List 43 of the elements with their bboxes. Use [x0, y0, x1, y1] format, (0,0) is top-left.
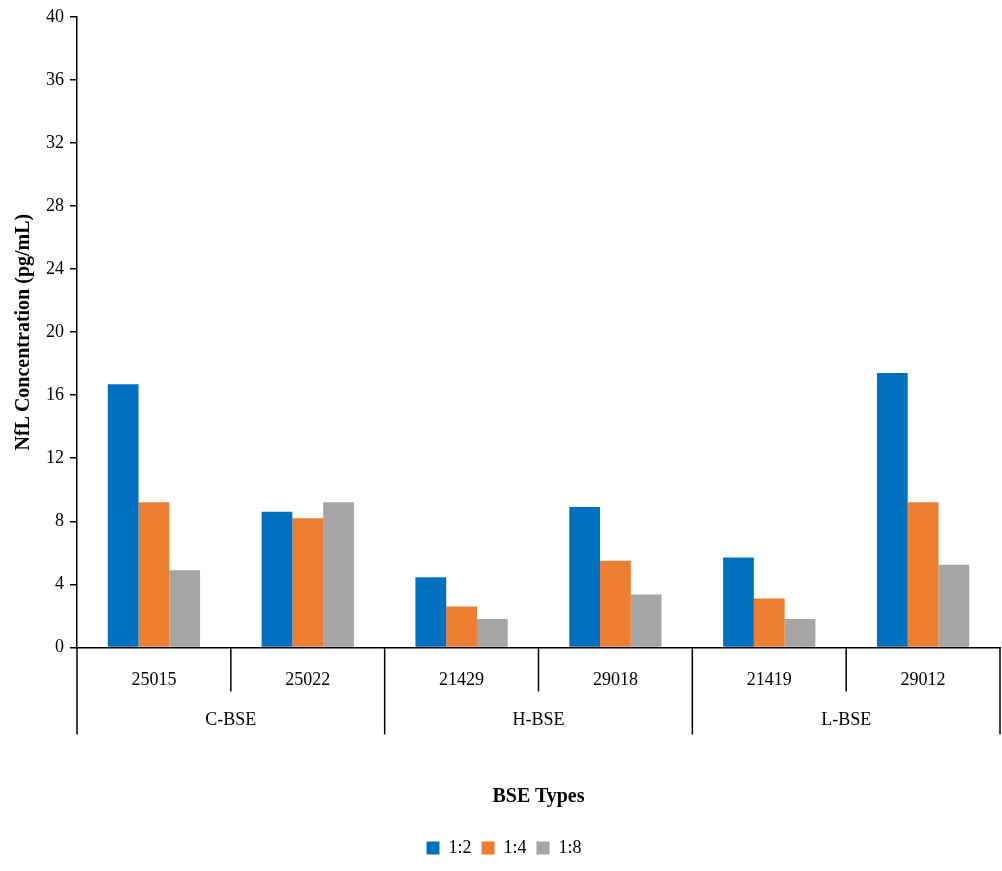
y-tick-label: 20 [46, 320, 64, 341]
y-tick-label: 12 [46, 446, 64, 467]
bar [107, 384, 139, 647]
legend-label: 1:4 [503, 836, 527, 857]
y-tick-label: 40 [46, 5, 64, 26]
bar [323, 502, 354, 647]
bar [876, 373, 908, 647]
legend-label: 1:8 [558, 836, 582, 857]
bar [907, 502, 939, 647]
x-axis-title: BSE Types [492, 784, 585, 808]
bar [630, 594, 662, 647]
y-tick-label: 28 [46, 194, 64, 215]
x-tick-label: 25022 [285, 668, 331, 689]
text: H-BSE [512, 709, 565, 730]
bar [600, 560, 631, 647]
y-axis-title: NfL Concentration (pg/mL) [11, 213, 35, 451]
bar [292, 518, 324, 647]
bar [569, 507, 601, 647]
bar [476, 619, 508, 647]
bar [753, 598, 785, 647]
y-tick-label: 32 [46, 131, 64, 152]
bar [446, 606, 477, 647]
x-tick-label: 29018 [592, 668, 638, 689]
y-tick-label: 16 [46, 383, 64, 404]
bar [415, 577, 447, 647]
bar [169, 570, 201, 647]
y-tick-label: 4 [55, 573, 64, 594]
bar [938, 564, 970, 647]
y-tick-label: 24 [46, 257, 64, 278]
text: L-BSE [821, 709, 872, 730]
y-tick-label: 8 [55, 510, 64, 531]
legend-label: 1:2 [448, 836, 472, 857]
bar [723, 557, 754, 647]
bar [138, 502, 170, 647]
bar [261, 511, 293, 647]
y-tick-label: 36 [46, 68, 64, 89]
text: C-BSE [205, 709, 257, 730]
bar [784, 619, 816, 647]
x-tick-label: 21429 [439, 668, 485, 689]
x-tick-label: 21419 [746, 668, 792, 689]
y-tick-label: 0 [55, 636, 64, 657]
x-tick-label: 29012 [900, 668, 946, 689]
x-tick-label: 25015 [131, 668, 177, 689]
